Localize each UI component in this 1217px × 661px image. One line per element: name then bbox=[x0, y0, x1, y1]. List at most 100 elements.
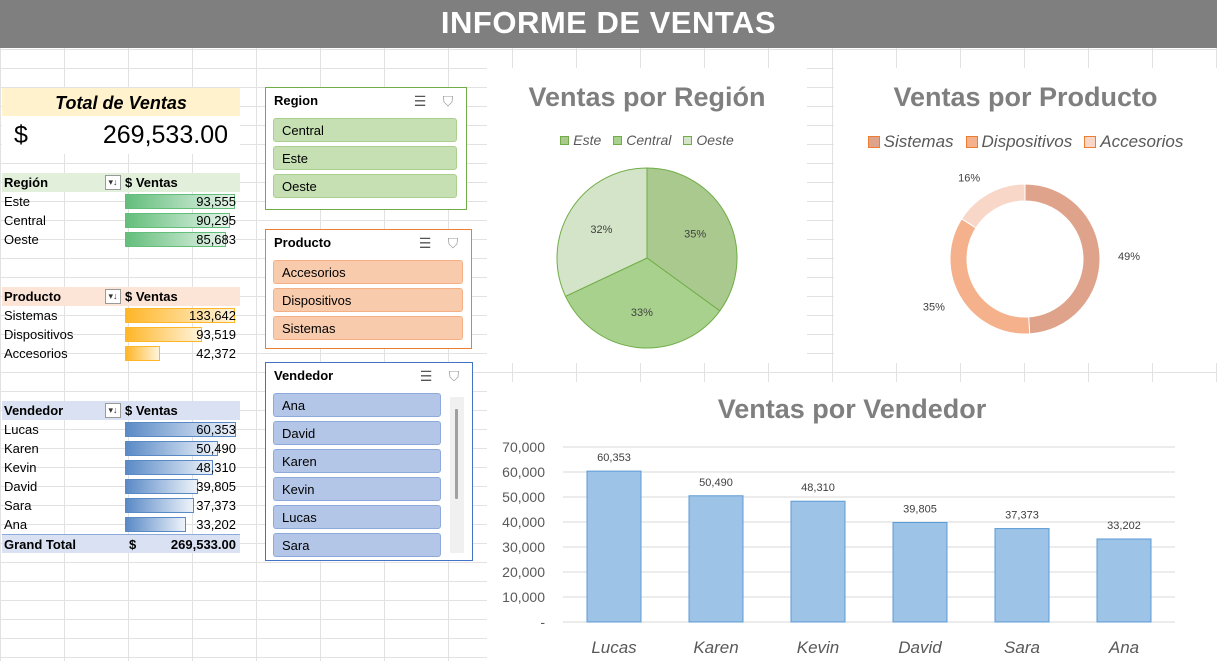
pivot-row-label: Sistemas bbox=[4, 308, 58, 323]
pivot-row[interactable]: Central 90,295 bbox=[2, 211, 240, 230]
slicer-region[interactable]: Region ☰ ⛉ Central Este Oeste bbox=[265, 87, 467, 210]
pivot-row[interactable]: Dispositivos 93,519 bbox=[2, 325, 240, 344]
chart-producto[interactable]: Ventas por Producto Sistemas Dispositivos… bbox=[834, 68, 1217, 363]
data-bar bbox=[125, 441, 218, 456]
slicer-item-central[interactable]: Central bbox=[273, 118, 457, 142]
legend-item[interactable]: Sistemas bbox=[867, 132, 954, 152]
data-bar bbox=[125, 479, 198, 494]
chart-region[interactable]: Ventas por Región Este Central Oeste 35% 33… bbox=[487, 68, 807, 363]
grand-total-row[interactable]: Grand Total $ 269,533.00 bbox=[2, 534, 240, 553]
slicer-item-lucas[interactable]: Lucas bbox=[273, 505, 441, 529]
chart-vendedor[interactable]: Ventas por Vendedor - 10,000 20,000 30,000 4… bbox=[487, 382, 1217, 661]
pivot-row-label: David bbox=[4, 479, 38, 494]
data-bar bbox=[125, 422, 236, 437]
bar-ana[interactable] bbox=[1096, 538, 1152, 623]
slicer-item-karen[interactable]: Karen bbox=[273, 449, 441, 473]
filter-dropdown-icon[interactable]: ▾↓ bbox=[105, 403, 121, 418]
donut-slice-dispositivos[interactable] bbox=[949, 218, 1031, 335]
pivot-row-value: 93,555 bbox=[196, 194, 236, 209]
pivot-row[interactable]: Oeste 85,683 bbox=[2, 230, 240, 249]
pie-slice-central[interactable] bbox=[564, 257, 721, 349]
pivot-row-value-cell: 37,373 bbox=[123, 496, 240, 515]
slicer-producto[interactable]: Producto ☰ ⛉ Accesorios Dispositivos Siste… bbox=[265, 229, 472, 349]
bar-david[interactable] bbox=[892, 521, 948, 623]
pivot-region-sales-header: $ Ventas bbox=[125, 175, 178, 190]
slicer-scrollbar-thumb[interactable] bbox=[455, 409, 458, 499]
pivot-row-value: 33,202 bbox=[196, 517, 236, 532]
filter-dropdown-icon[interactable]: ▾↓ bbox=[105, 175, 121, 190]
pivot-row-value: 93,519 bbox=[196, 327, 236, 342]
donut-data-label: 16% bbox=[958, 173, 980, 185]
total-amount: 269,533.00 bbox=[102, 121, 228, 149]
pivot-row[interactable]: Ana 33,202 bbox=[2, 515, 240, 534]
pivot-row-label: Kevin bbox=[4, 460, 37, 475]
slicer-item-ana[interactable]: Ana bbox=[273, 393, 441, 417]
total-sales-value[interactable]: $ 269,533.00 bbox=[2, 116, 240, 154]
slicer-region-title: Region bbox=[274, 93, 319, 108]
legend-swatch bbox=[560, 135, 570, 145]
legend-item[interactable]: Oeste bbox=[683, 132, 734, 148]
clear-filter-icon[interactable]: ⛉ bbox=[442, 93, 454, 109]
multi-select-icon[interactable]: ☰ bbox=[419, 368, 433, 384]
bar-karen[interactable] bbox=[688, 495, 744, 623]
pivot-row-value: 60,353 bbox=[196, 422, 236, 437]
pivot-row[interactable]: Sistemas 133,642 bbox=[2, 306, 240, 325]
bar-data-label: 39,805 bbox=[903, 503, 937, 515]
slicer-producto-title: Producto bbox=[274, 235, 332, 250]
y-tick-label: - bbox=[540, 614, 545, 630]
legend-item[interactable]: Accesorios bbox=[1084, 132, 1183, 152]
pie-data-label: 32% bbox=[590, 224, 612, 236]
x-tick-label: Ana bbox=[1108, 638, 1139, 657]
legend-label: Central bbox=[626, 132, 672, 148]
pie-slice-oeste[interactable] bbox=[556, 167, 648, 297]
slicer-item-sistemas[interactable]: Sistemas bbox=[273, 316, 463, 340]
slicer-scrollbar[interactable] bbox=[450, 397, 464, 553]
slicer-vendedor-title: Vendedor bbox=[274, 368, 334, 383]
pivot-row-value-cell: 93,555 bbox=[123, 192, 240, 211]
slicer-item-sara[interactable]: Sara bbox=[273, 533, 441, 557]
pie-data-label: 35% bbox=[684, 228, 706, 240]
pivot-row[interactable]: Kevin 48,310 bbox=[2, 458, 240, 477]
slicer-item-oeste[interactable]: Oeste bbox=[273, 174, 457, 198]
pivot-row-label: Karen bbox=[4, 441, 39, 456]
clear-filter-icon[interactable]: ⛉ bbox=[447, 235, 459, 251]
slicer-item-accesorios[interactable]: Accesorios bbox=[273, 260, 463, 284]
clear-filter-icon[interactable]: ⛉ bbox=[448, 368, 460, 384]
total-sales-card: Total de Ventas $ 269,533.00 bbox=[2, 88, 240, 154]
slicer-item-kevin[interactable]: Kevin bbox=[273, 477, 441, 501]
y-tick-label: 40,000 bbox=[502, 514, 545, 530]
slicer-item-dispositivos[interactable]: Dispositivos bbox=[273, 288, 463, 312]
legend-label: Oeste bbox=[696, 132, 734, 148]
bar-kevin[interactable] bbox=[790, 500, 846, 623]
pivot-producto: Producto ▾↓ $ Ventas Sistemas 133,642 Disp… bbox=[2, 287, 240, 363]
legend-label: Dispositivos bbox=[981, 132, 1073, 151]
data-bar bbox=[125, 327, 202, 342]
donut-slice-sistemas[interactable] bbox=[1024, 183, 1101, 335]
pivot-row[interactable]: Sara 37,373 bbox=[2, 496, 240, 515]
bar-sara[interactable] bbox=[994, 528, 1050, 623]
pie-slice-este[interactable] bbox=[646, 167, 738, 312]
slicer-vendedor[interactable]: Vendedor ☰ ⛉ Ana David Karen Kevin Lucas Sara bbox=[265, 362, 473, 561]
multi-select-icon[interactable]: ☰ bbox=[413, 93, 427, 109]
donut-slice-accesorios[interactable] bbox=[960, 183, 1026, 229]
slicer-item-este[interactable]: Este bbox=[273, 146, 457, 170]
pivot-row-value-cell: 93,519 bbox=[123, 325, 240, 344]
data-bar bbox=[125, 213, 230, 228]
chart-vendedor-plot: - 10,000 20,000 30,000 40,000 50,000 60,000 70,… bbox=[502, 439, 1175, 657]
bar-lucas[interactable] bbox=[586, 470, 642, 623]
pivot-row[interactable]: David 39,805 bbox=[2, 477, 240, 496]
pivot-row[interactable]: Lucas 60,353 bbox=[2, 420, 240, 439]
multi-select-icon[interactable]: ☰ bbox=[418, 235, 432, 251]
legend-item[interactable]: Central bbox=[613, 132, 671, 148]
pivot-row[interactable]: Este 93,555 bbox=[2, 192, 240, 211]
total-sales-label: Total de Ventas bbox=[2, 88, 240, 116]
pivot-row[interactable]: Karen 50,490 bbox=[2, 439, 240, 458]
x-tick-label: Sara bbox=[1004, 638, 1040, 657]
pivot-row-value-cell: 90,295 bbox=[123, 211, 240, 230]
legend-item[interactable]: Este bbox=[560, 132, 601, 148]
pivot-row[interactable]: Accesorios 42,372 bbox=[2, 344, 240, 363]
slicer-item-david[interactable]: David bbox=[273, 421, 441, 445]
legend-item[interactable]: Dispositivos bbox=[965, 132, 1073, 152]
filter-dropdown-icon[interactable]: ▾↓ bbox=[105, 289, 121, 304]
y-tick-label: 50,000 bbox=[502, 489, 545, 505]
